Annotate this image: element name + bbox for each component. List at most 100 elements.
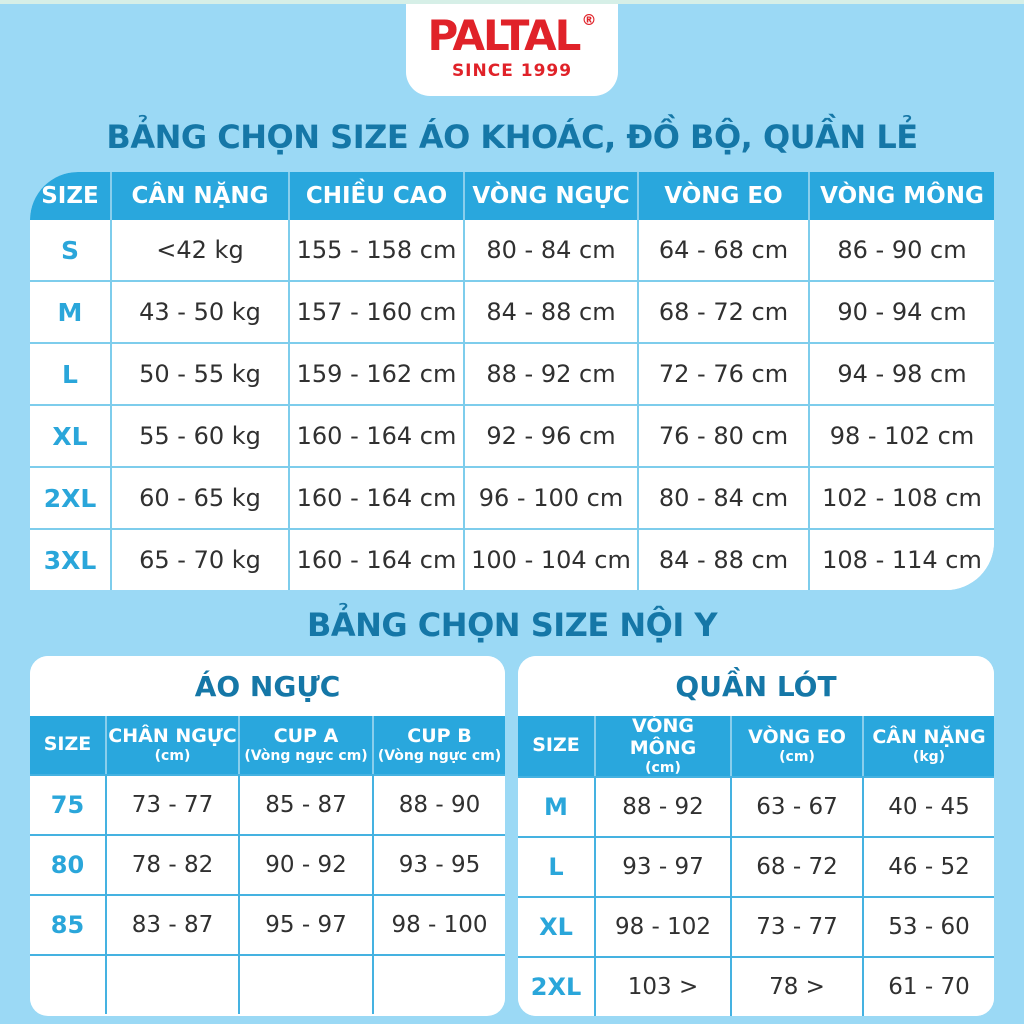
outerwear-table-body: S <42 kg 155 - 158 cm 80 - 84 cm 64 - 68 cm 8… — [30, 220, 994, 590]
value-cell: 95 - 97 — [238, 894, 372, 954]
outerwear-size-table: SIZE CÂN NẶNG CHIỀU CAO VÒNG NGỰC VÒNG EO VÒN… — [30, 172, 994, 590]
size-cell: L — [30, 342, 110, 404]
table-row: 2XL 103 >78 >61 - 70 — [518, 955, 994, 1016]
table-row: M 88 - 92 63 - 67 40 - 45 — [518, 775, 994, 836]
table-row: L 93 - 97 68 - 72 46 - 52 — [518, 835, 994, 896]
value-cell: 55 - 60 kg — [110, 404, 288, 466]
value-cell: 160 - 164 cm — [288, 404, 463, 466]
value-cell: 98 - 102 — [594, 895, 730, 956]
value-cell: 92 - 96 cm — [463, 404, 637, 466]
brand-line: PALTAL ® — [427, 11, 597, 60]
table-row: XL 55 - 60 kg 160 - 164 cm 92 - 96 cm 76 - 8… — [30, 404, 994, 466]
column-header: SIZE — [518, 716, 594, 776]
table-row: 75 73 - 77 85 - 87 88 - 90 — [30, 774, 505, 834]
table-row — [30, 954, 505, 1014]
size-cell: S — [30, 220, 110, 280]
value-cell: 40 - 45 — [862, 775, 994, 836]
table-row: S <42 kg 155 - 158 cm 80 - 84 cm 64 - 68 cm 8… — [30, 220, 994, 280]
value-cell: 76 - 80 cm — [637, 404, 808, 466]
column-header: VÒNG EO — [637, 172, 808, 220]
value-cell: 88 - 92 — [594, 775, 730, 836]
column-header: SIZE — [30, 716, 105, 774]
brand-logo: PALTAL ® SINCE 1999 — [406, 0, 618, 96]
bra-header-row: SIZE CHÂN NGỰC (cm) CUP A (Vòng ngực cm) CUP … — [30, 716, 505, 774]
size-cell: M — [30, 280, 110, 342]
value-cell: 90 - 94 cm — [808, 280, 994, 342]
value-cell: 160 - 164 cm — [288, 466, 463, 528]
value-cell: 98 - 100 — [372, 894, 505, 954]
value-cell: 96 - 100 cm — [463, 466, 637, 528]
value-cell: 84 - 88 cm — [463, 280, 637, 342]
value-cell: 63 - 67 — [730, 775, 862, 836]
table-row: XL 98 - 102 73 - 77 53 - 60 — [518, 895, 994, 956]
value-cell — [372, 954, 505, 1014]
value-cell: 90 - 92 — [238, 834, 372, 894]
value-cell: 102 - 108 cm — [808, 466, 994, 528]
size-cell: 2XL — [518, 955, 594, 1016]
value-cell: 85 - 87 — [238, 774, 372, 834]
column-header: VÒNG MÔNG — [808, 172, 994, 220]
table-row: 2XL 60 - 65 kg 160 - 164 cm 96 - 100 cm 80 -… — [30, 466, 994, 528]
table-row: M 43 - 50 kg 157 - 160 cm 84 - 88 cm 68 - 72… — [30, 280, 994, 342]
value-cell: 94 - 98 cm — [808, 342, 994, 404]
size-cell: XL — [30, 404, 110, 466]
value-cell: 80 - 84 cm — [463, 220, 637, 280]
value-cell: 73 - 77 — [730, 895, 862, 956]
value-cell: <42 kg — [110, 220, 288, 280]
underwear-tables-row: ÁO NGỰC SIZE CHÂN NGỰC (cm) CUP A (Vòng ngực… — [30, 656, 994, 1016]
registered-mark-icon: ® — [581, 11, 597, 29]
value-cell: 78 > — [730, 955, 862, 1016]
value-cell: 155 - 158 cm — [288, 220, 463, 280]
value-cell: 50 - 55 kg — [110, 342, 288, 404]
value-cell: 88 - 92 cm — [463, 342, 637, 404]
value-cell — [238, 954, 372, 1014]
bra-table-body: 75 73 - 77 85 - 87 88 - 90 80 78 - 82 90 - 92 9… — [30, 774, 505, 1014]
size-cell — [30, 954, 105, 1014]
value-cell: 93 - 97 — [594, 835, 730, 896]
panties-table-title: QUẦN LÓT — [518, 656, 994, 716]
size-cell: 80 — [30, 834, 105, 894]
value-cell: 98 - 102 cm — [808, 404, 994, 466]
value-cell: 84 - 88 cm — [637, 528, 808, 590]
column-header: CUP A (Vòng ngực cm) — [238, 716, 372, 774]
panties-size-table-card: QUẦN LÓT SIZE VÒNG MÔNG (cm) VÒNG EO (cm) CÂN… — [518, 656, 994, 1016]
column-header: CÂN NẶNG — [110, 172, 288, 220]
column-header: CÂN NẶNG (kg) — [862, 716, 994, 776]
panties-header-row: SIZE VÒNG MÔNG (cm) VÒNG EO (cm) CÂN NẶNG (kg) — [518, 715, 994, 776]
bra-size-table: SIZE CHÂN NGỰC (cm) CUP A (Vòng ngực cm) CUP … — [30, 716, 505, 1014]
underwear-section-title: BẢNG CHỌN SIZE NỘI Y — [306, 606, 718, 644]
value-cell: 68 - 72 cm — [637, 280, 808, 342]
value-cell — [105, 954, 238, 1014]
value-cell: 103 > — [594, 955, 730, 1016]
value-cell: 43 - 50 kg — [110, 280, 288, 342]
value-cell: 61 - 70 — [862, 955, 994, 1016]
size-cell: 3XL — [30, 528, 110, 590]
size-cell: 2XL — [30, 466, 110, 528]
value-cell: 100 - 104 cm — [463, 528, 637, 590]
size-cell: M — [518, 775, 594, 836]
value-cell: 88 - 90 — [372, 774, 505, 834]
value-cell: 86 - 90 cm — [808, 220, 994, 280]
value-cell: 73 - 77 — [105, 774, 238, 834]
value-cell: 53 - 60 — [862, 895, 994, 956]
value-cell: 60 - 65 kg — [110, 466, 288, 528]
column-header: VÒNG MÔNG (cm) — [594, 715, 730, 776]
value-cell: 46 - 52 — [862, 835, 994, 896]
value-cell: 65 - 70 kg — [110, 528, 288, 590]
column-header: SIZE — [30, 172, 110, 220]
brand-name: PALTAL — [427, 11, 582, 60]
value-cell: 159 - 162 cm — [288, 342, 463, 404]
column-header: VÒNG EO (cm) — [730, 716, 862, 776]
column-header: CHÂN NGỰC (cm) — [105, 716, 238, 774]
brand-tagline: SINCE 1999 — [451, 61, 573, 81]
bra-table-title: ÁO NGỰC — [30, 656, 505, 716]
size-cell: 75 — [30, 774, 105, 834]
table-row: L 50 - 55 kg 159 - 162 cm 88 - 92 cm 72 - 76… — [30, 342, 994, 404]
panties-table-body: M 88 - 92 63 - 67 40 - 45 L 93 - 97 68 - 72 46 … — [518, 775, 994, 1016]
value-cell: 68 - 72 — [730, 835, 862, 896]
column-header: VÒNG NGỰC — [463, 172, 637, 220]
table-row: 80 78 - 82 90 - 92 93 - 95 — [30, 834, 505, 894]
top-accent-strip — [0, 0, 1024, 4]
size-cell: 85 — [30, 894, 105, 954]
table-row: 3XL 65 - 70 kg 160 - 164 cm 100 - 104 cm 84 … — [30, 528, 994, 590]
